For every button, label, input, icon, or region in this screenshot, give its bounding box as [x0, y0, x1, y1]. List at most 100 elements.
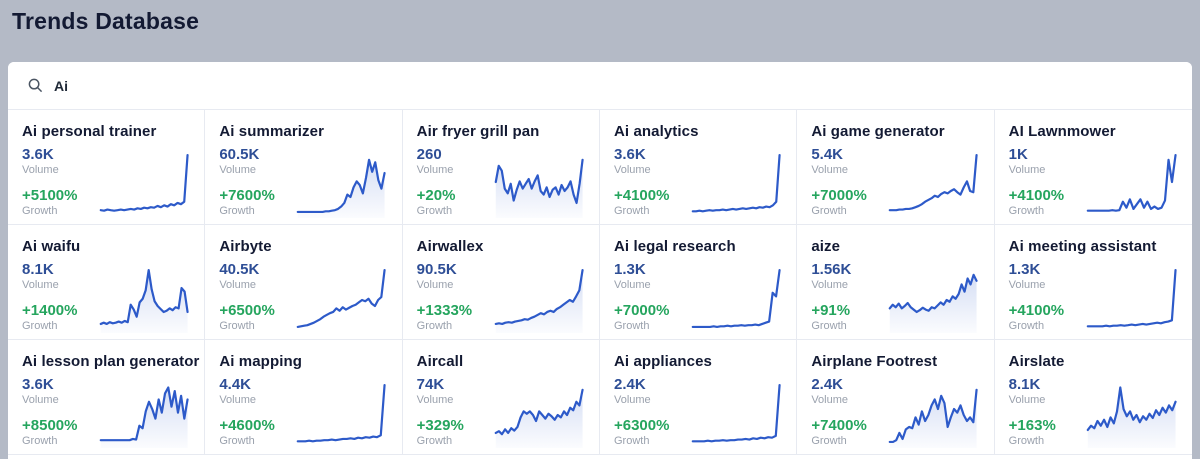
trend-card[interactable]: Airbyte 40.5K Volume +6500% Growth [205, 225, 403, 340]
trend-card[interactable]: Airwallex 90.5K Volume +1333% Growth [402, 225, 600, 340]
growth-value: +7400% [811, 416, 867, 434]
trend-stats: 90.5K Volume +1333% Growth [417, 261, 489, 333]
volume-stat: 1.3K Volume [1009, 261, 1081, 293]
growth-label: Growth [1008, 434, 1045, 447]
sparkline-chart [1085, 267, 1178, 333]
volume-value: 8.1K [1008, 376, 1041, 393]
search-bar[interactable] [8, 62, 1192, 110]
growth-label: Growth [1008, 319, 1045, 332]
trend-card-body: 260 Volume +20% Growth [417, 146, 585, 219]
volume-value: 1.56K [811, 261, 852, 278]
trend-card[interactable]: Ai meeting assistant 1.3K Volume +4100% Grow… [994, 225, 1192, 340]
trend-stats: 8.1K Volume +163% Growth [1009, 376, 1081, 448]
growth-stat: +4100% Growth [1009, 302, 1081, 334]
growth-value: +6500% [219, 301, 275, 319]
volume-stat: 8.1K Volume [1009, 376, 1081, 408]
trend-title: Ai appliances [613, 353, 712, 370]
volume-value: 90.5K [416, 261, 457, 278]
growth-stat: +6500% Growth [219, 302, 291, 334]
growth-stat: +4100% Growth [1009, 187, 1081, 219]
trend-card[interactable]: AI Lawnmower 1K Volume +4100% Growth [994, 110, 1192, 225]
page-header: Trends Database [0, 0, 1200, 62]
trend-card-body: 3.6K Volume +5100% Growth [22, 146, 190, 218]
growth-value: +7000% [811, 186, 867, 204]
trend-card[interactable]: Ai personal trainer 3.6K Volume +5100% Growt… [8, 110, 206, 225]
volume-stat: 3.6K Volume [22, 376, 94, 408]
volume-label: Volume [613, 279, 651, 292]
trend-title: Airwallex [416, 238, 484, 255]
volume-label: Volume [1008, 164, 1046, 177]
trend-card-body: 60.5K Volume +7600% Growth [219, 146, 387, 219]
sparkline-chart [887, 267, 979, 334]
next-row-sliver [8, 455, 1192, 459]
search-icon [28, 78, 43, 93]
trend-title: Aircall [416, 353, 464, 370]
sparkline-chart [98, 152, 190, 218]
trend-card-body: 4.4K Volume +4600% Growth [219, 376, 387, 448]
trend-title: Airslate [1008, 353, 1065, 370]
growth-value: +7000% [613, 301, 670, 319]
trend-stats: 260 Volume +20% Growth [417, 146, 489, 218]
trend-stats: 1.3K Volume +4100% Growth [1009, 261, 1081, 333]
trend-card-body: 1.3K Volume +7000% Growth [614, 261, 782, 333]
search-input[interactable] [54, 77, 1172, 94]
trend-card[interactable]: Ai appliances 2.4K Volume +6300% Growth [599, 340, 798, 455]
growth-label: Growth [219, 434, 255, 447]
trend-title: Ai personal trainer [22, 123, 157, 140]
trend-card[interactable]: Ai lesson plan generator 3.6K Volume +8500%… [8, 340, 206, 455]
trend-stats: 1.56K Volume +91% Growth [811, 261, 883, 333]
sparkline-chart [690, 382, 782, 448]
volume-stat: 90.5K Volume [417, 261, 489, 293]
growth-label: Growth [416, 434, 453, 447]
volume-label: Volume [416, 164, 454, 177]
trend-card[interactable]: Ai mapping 4.4K Volume +4600% Growth [205, 340, 403, 455]
growth-value: +5100% [22, 186, 78, 204]
volume-stat: 40.5K Volume [219, 261, 291, 293]
volume-label: Volume [22, 164, 59, 177]
volume-value: 1.3K [613, 261, 646, 278]
growth-value: +4100% [613, 186, 670, 204]
trend-stats: 60.5K Volume +7600% Growth [219, 146, 291, 218]
trend-card[interactable]: Ai waifu 8.1K Volume +1400% Growth [8, 225, 206, 340]
growth-value: +163% [1008, 416, 1056, 434]
growth-label: Growth [613, 204, 650, 217]
growth-stat: +6300% Growth [614, 417, 686, 449]
volume-label: Volume [811, 394, 849, 407]
trend-card-body: 40.5K Volume +6500% Growth [219, 261, 387, 333]
volume-stat: 4.4K Volume [219, 376, 291, 408]
trend-stats: 2.4K Volume +6300% Growth [614, 376, 686, 448]
trend-card[interactable]: aize 1.56K Volume +91% Growth [797, 225, 995, 340]
trend-stats: 3.6K Volume +4100% Growth [614, 146, 686, 218]
trend-card[interactable]: Airplane Footrest 2.4K Volume +7400% Growth [797, 340, 995, 455]
sparkline-chart [295, 382, 387, 448]
trend-card[interactable]: Ai analytics 3.6K Volume +4100% Growth [599, 110, 798, 225]
volume-stat: 3.6K Volume [22, 146, 94, 178]
trend-stats: 5.4K Volume +7000% Growth [811, 146, 883, 218]
trend-card[interactable]: Ai game generator 5.4K Volume +7000% Growth [797, 110, 995, 225]
page-title: Trends Database [12, 8, 200, 34]
volume-label: Volume [416, 394, 454, 407]
trend-card[interactable]: Air fryer grill pan 260 Volume +20% Growth [402, 110, 600, 225]
trend-stats: 3.6K Volume +5100% Growth [22, 146, 94, 218]
growth-label: Growth [613, 319, 650, 332]
trend-card[interactable]: Ai summarizer 60.5K Volume +7600% Growth [205, 110, 403, 225]
growth-value: +7600% [219, 186, 275, 204]
trend-card[interactable]: Aircall 74K Volume +329% Growth [402, 340, 600, 455]
growth-label: Growth [416, 204, 453, 217]
trend-card[interactable]: Ai legal research 1.3K Volume +7000% Growth [599, 225, 798, 340]
sparkline-chart [295, 267, 387, 333]
growth-value: +329% [416, 416, 464, 434]
growth-stat: +1333% Growth [417, 302, 489, 334]
volume-label: Volume [219, 164, 257, 177]
trend-card[interactable]: Airslate 8.1K Volume +163% Growth [994, 340, 1192, 455]
trend-title: Ai lesson plan generator [22, 353, 200, 370]
trend-stats: 74K Volume +329% Growth [417, 376, 489, 448]
growth-stat: +91% Growth [811, 302, 883, 334]
volume-value: 1.3K [1008, 261, 1041, 278]
trend-title: Airbyte [219, 238, 272, 255]
growth-value: +4100% [1008, 301, 1065, 319]
trend-title: AI Lawnmower [1008, 123, 1116, 140]
growth-stat: +7000% Growth [614, 302, 686, 334]
growth-label: Growth [811, 434, 847, 447]
